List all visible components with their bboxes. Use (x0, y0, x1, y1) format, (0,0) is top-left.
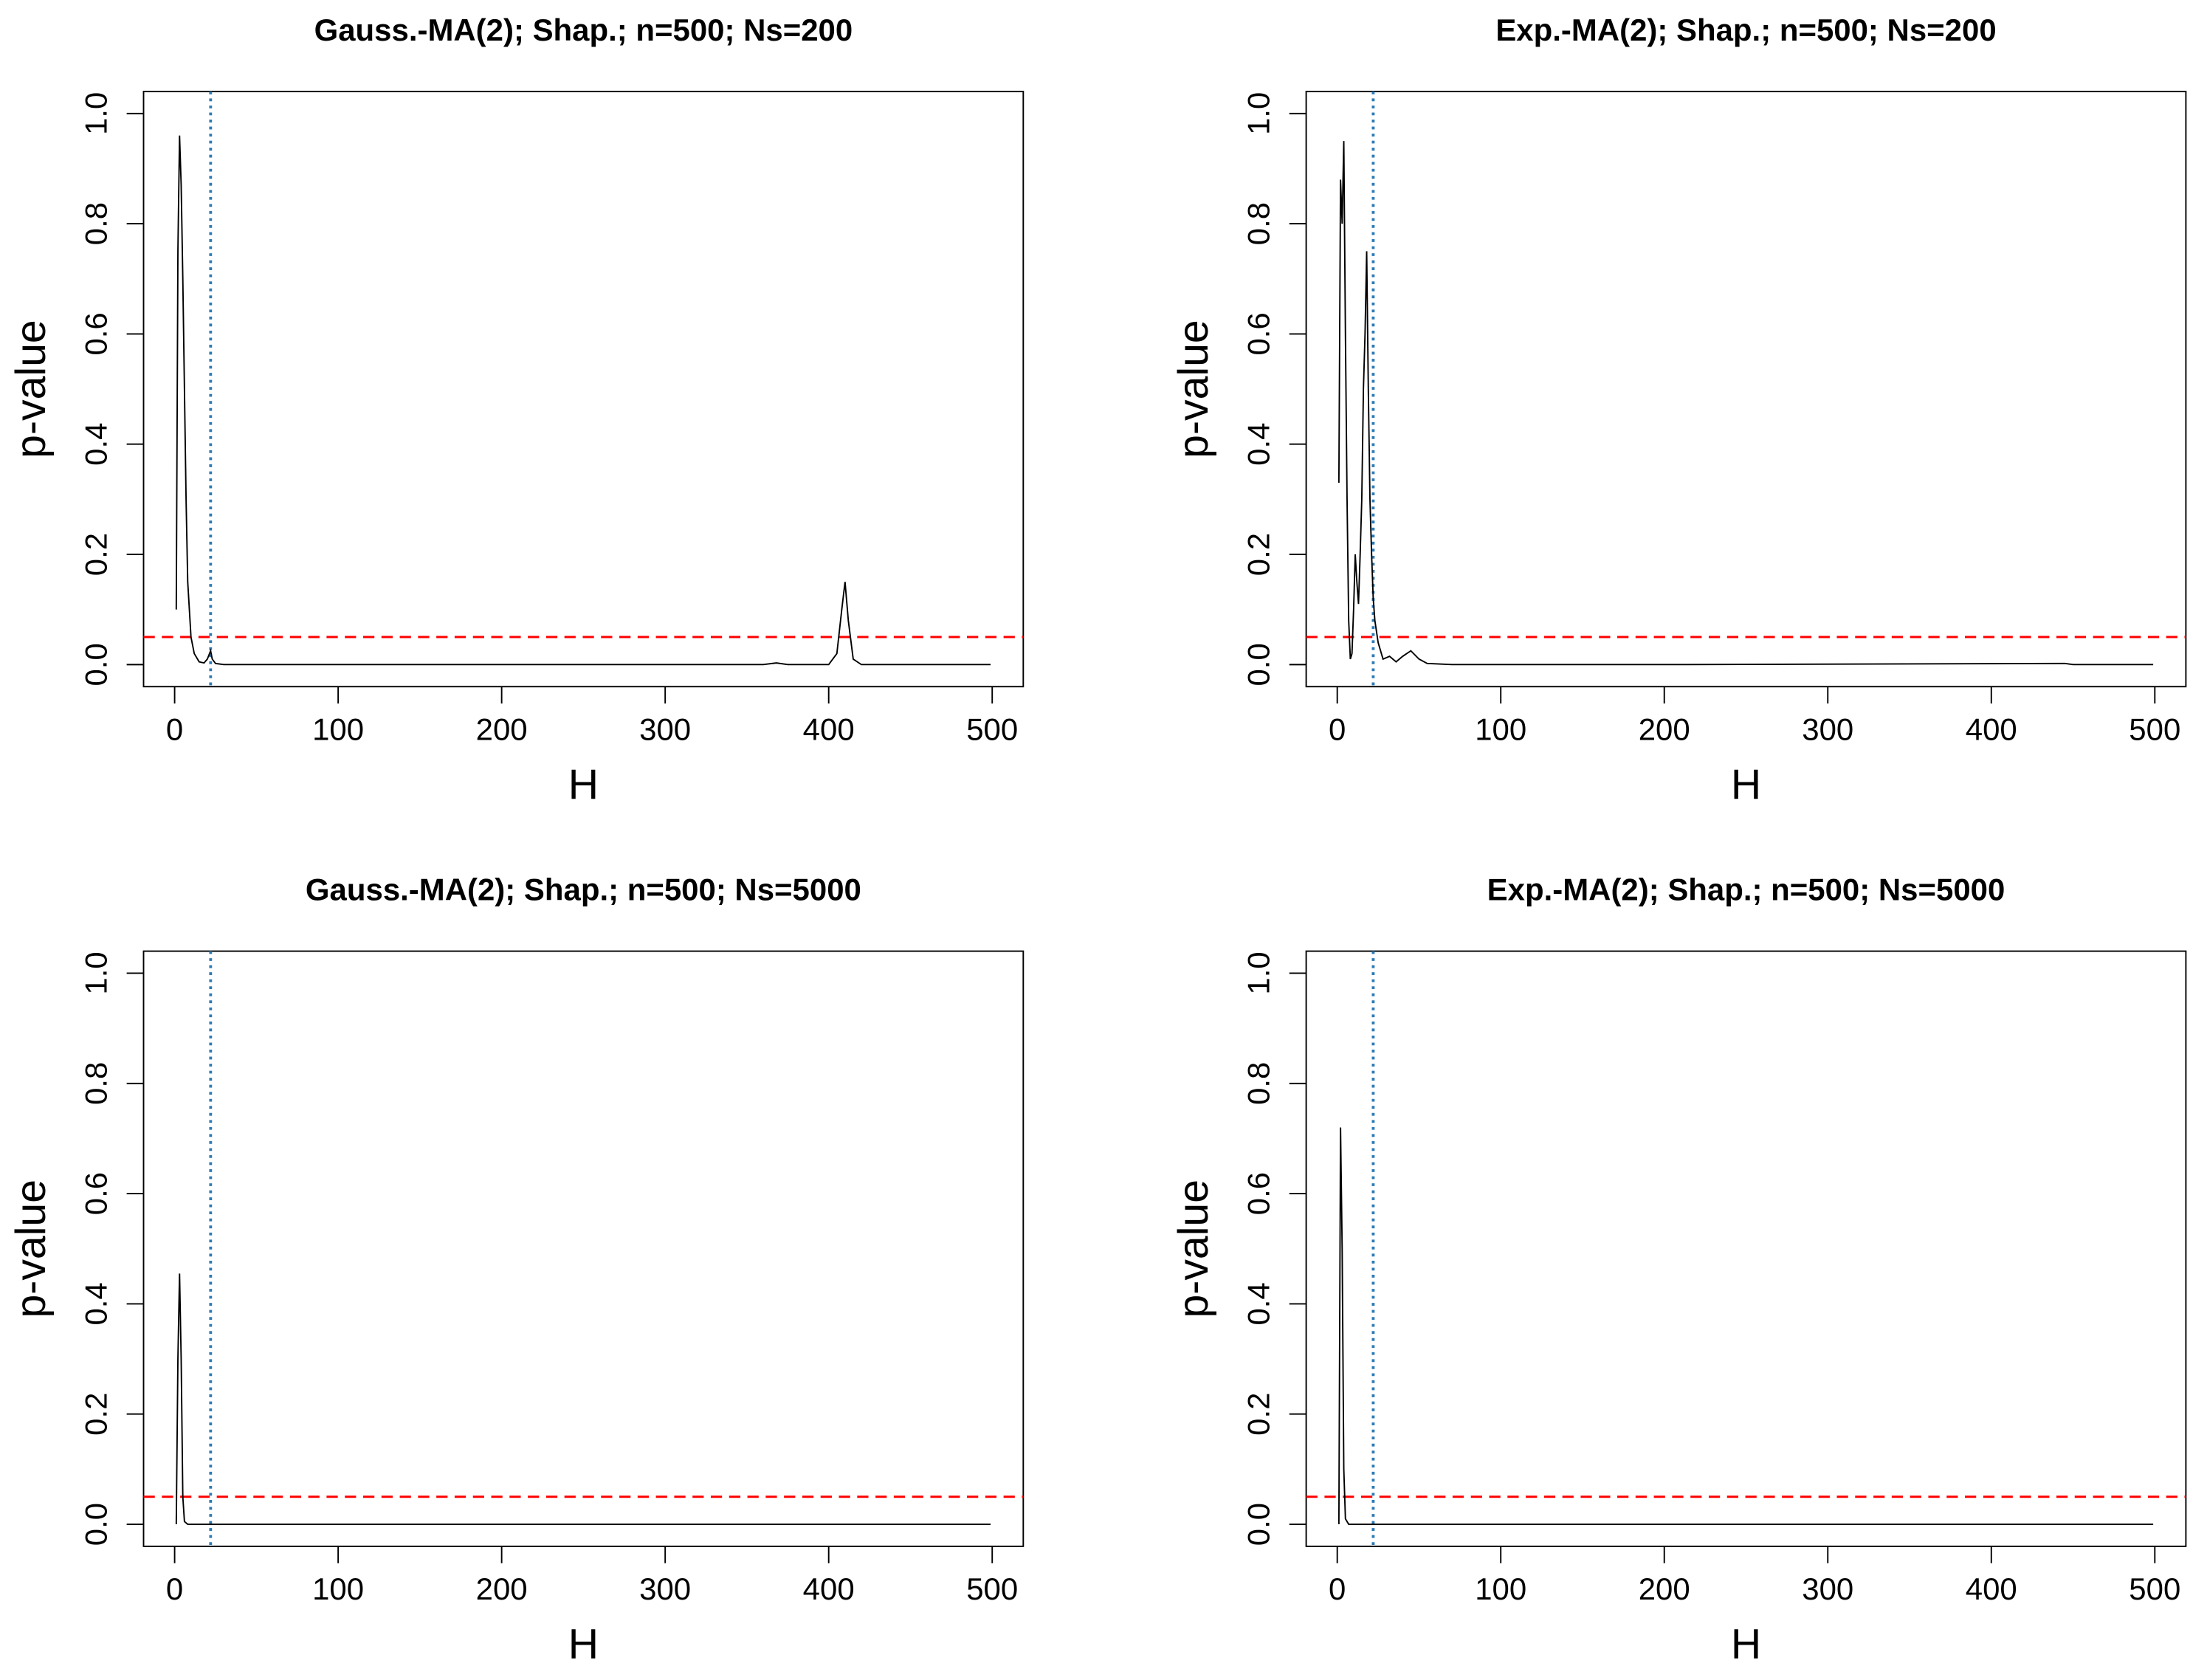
x-tick-label: 200 (476, 712, 528, 746)
x-tick-label: 100 (312, 712, 364, 746)
plot-box (1305, 950, 2187, 1547)
x-tick-label: 400 (1966, 712, 2017, 746)
x-axis-label: H (1731, 762, 1761, 809)
chart-title: Exp.-MA(2); Shap.; n=500; Ns=5000 (1487, 872, 2005, 907)
data-line (175, 1273, 991, 1525)
y-tick-label: 0.8 (79, 1062, 114, 1105)
chart-title: Gauss.-MA(2); Shap.; n=500; Ns=200 (314, 13, 853, 47)
x-tick-label: 0 (1329, 1571, 1346, 1606)
y-tick-label: 0.0 (79, 643, 114, 686)
x-tick-label: 100 (1475, 1571, 1526, 1606)
x-tick-label: 0 (1329, 712, 1346, 746)
y-tick-label: 0.0 (1242, 643, 1276, 686)
x-tick-label: 400 (803, 712, 855, 746)
y-axis-label: p-value (7, 320, 55, 458)
y-axis-label: p-value (1170, 1180, 1217, 1318)
x-tick-label: 200 (476, 1571, 528, 1606)
y-tick-label: 0.4 (79, 1282, 114, 1325)
data-line (1337, 141, 2154, 666)
x-tick-label: 300 (1802, 712, 1853, 746)
y-tick-label: 0.6 (1242, 312, 1276, 355)
y-tick-label: 0.6 (79, 1172, 114, 1215)
y-tick-label: 0.4 (1242, 423, 1276, 466)
x-tick-label: 200 (1639, 1571, 1690, 1606)
data-line (1337, 1127, 2154, 1525)
data-line (175, 135, 991, 666)
y-tick-label: 0.4 (79, 423, 114, 466)
x-axis-label: H (568, 1621, 599, 1668)
x-tick-label: 500 (966, 712, 1018, 746)
x-tick-label: 0 (166, 712, 183, 746)
x-tick-label: 500 (2129, 1571, 2180, 1606)
x-tick-label: 0 (166, 1571, 183, 1606)
y-tick-label: 0.2 (1242, 533, 1276, 576)
y-tick-label: 0.4 (1242, 1282, 1276, 1325)
x-axis-label: H (568, 762, 599, 809)
y-tick-label: 0.0 (79, 1503, 114, 1546)
y-tick-label: 0.6 (1242, 1172, 1276, 1215)
x-tick-label: 500 (2129, 712, 2180, 746)
plot-box (142, 90, 1025, 688)
y-tick-label: 1.0 (79, 92, 114, 135)
y-tick-label: 0.2 (79, 1393, 114, 1436)
x-axis-label: H (1731, 1621, 1761, 1668)
y-tick-label: 1.0 (79, 951, 114, 994)
y-tick-label: 0.8 (1242, 1062, 1276, 1105)
x-tick-label: 400 (803, 1571, 855, 1606)
y-tick-label: 1.0 (1242, 951, 1276, 994)
x-tick-label: 400 (1966, 1571, 2017, 1606)
y-tick-label: 0.2 (79, 533, 114, 576)
x-tick-label: 300 (639, 1571, 691, 1606)
x-tick-label: 500 (966, 1571, 1018, 1606)
y-axis-label: p-value (1170, 320, 1217, 458)
chart-title: Exp.-MA(2); Shap.; n=500; Ns=200 (1495, 13, 1996, 47)
x-tick-label: 100 (312, 1571, 364, 1606)
plot-box (1305, 90, 2187, 688)
x-tick-label: 300 (639, 712, 691, 746)
y-tick-label: 0.8 (79, 202, 114, 245)
chart-title: Gauss.-MA(2); Shap.; n=500; Ns=5000 (306, 872, 861, 907)
x-tick-label: 300 (1802, 1571, 1853, 1606)
plot-box (142, 950, 1025, 1547)
y-tick-label: 0.2 (1242, 1393, 1276, 1436)
x-tick-label: 100 (1475, 712, 1526, 746)
y-axis-label: p-value (7, 1180, 55, 1318)
y-tick-label: 1.0 (1242, 92, 1276, 135)
x-tick-label: 200 (1639, 712, 1690, 746)
y-tick-label: 0.6 (79, 312, 114, 355)
y-tick-label: 0.0 (1242, 1503, 1276, 1546)
y-tick-label: 0.8 (1242, 202, 1276, 245)
